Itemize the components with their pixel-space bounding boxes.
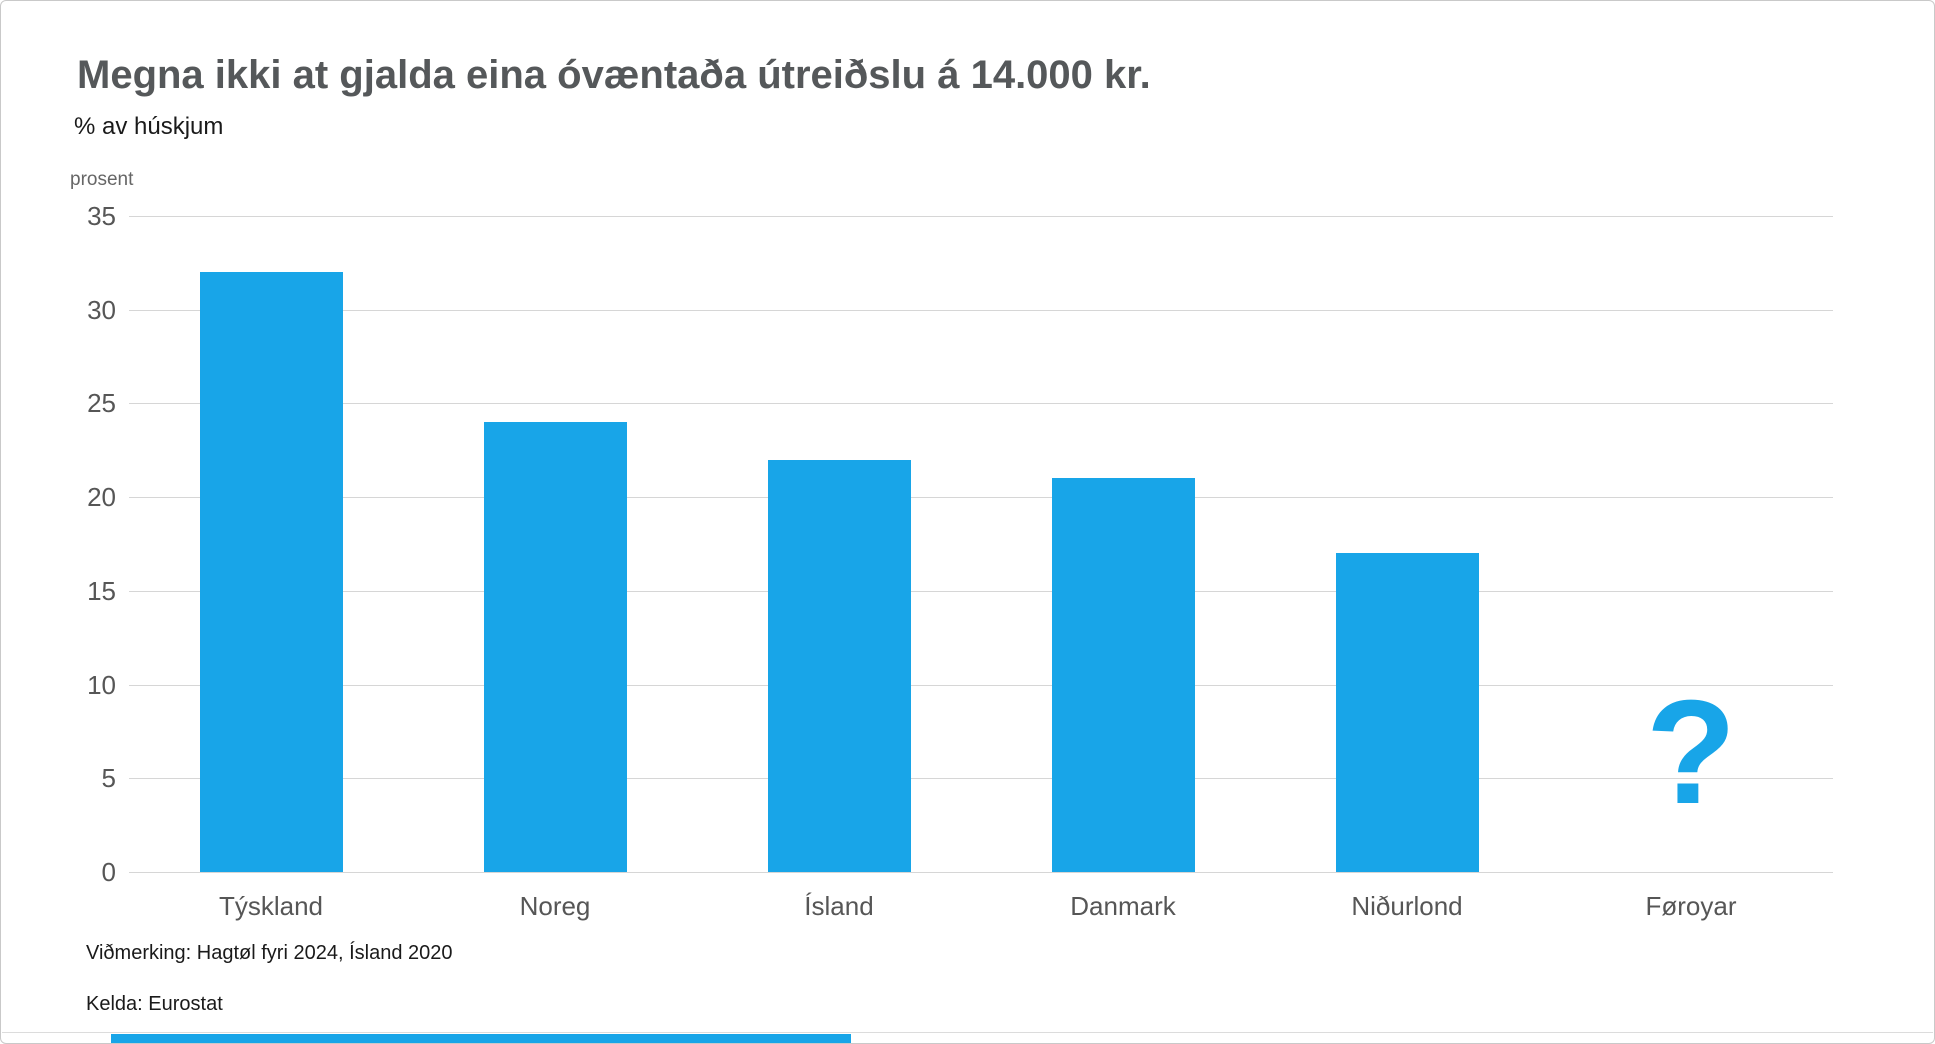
y-tick-label: 20 bbox=[87, 482, 116, 513]
y-tick-label: 15 bbox=[87, 575, 116, 606]
y-gridline bbox=[129, 778, 1833, 780]
bar-2 bbox=[483, 422, 627, 872]
y-gridline bbox=[129, 403, 1833, 405]
x-axis-label: Danmark bbox=[1070, 891, 1176, 921]
y-gridline bbox=[129, 497, 1833, 499]
missing-data-question-mark: ? bbox=[1645, 669, 1737, 835]
y-axis-title: prosent bbox=[70, 169, 134, 190]
note-remark: Viðmerking: Hagtøl fyri 2024, Ísland 202… bbox=[86, 942, 453, 964]
y-tick-label: 5 bbox=[101, 763, 116, 794]
x-axis-label: Ísland bbox=[804, 891, 874, 921]
y-tick-label: 35 bbox=[87, 201, 116, 231]
bar-3 bbox=[767, 459, 911, 872]
y-gridline bbox=[129, 216, 1833, 217]
y-tick-label: 0 bbox=[101, 857, 116, 887]
y-gridline bbox=[129, 590, 1833, 592]
bar-4 bbox=[1051, 478, 1195, 872]
y-gridline bbox=[129, 309, 1833, 311]
x-axis-label: Niðurlond bbox=[1351, 891, 1463, 921]
y-gridline bbox=[129, 872, 1833, 873]
x-axis-label: Noreg bbox=[519, 891, 591, 921]
brand-accent-bar bbox=[111, 1034, 851, 1043]
note-source: Kelda: Eurostat bbox=[86, 993, 223, 1015]
y-gridline bbox=[129, 684, 1833, 686]
bottom-rule bbox=[2, 1032, 1933, 1033]
y-tick-label: 10 bbox=[87, 669, 116, 700]
bar-1 bbox=[199, 272, 343, 872]
bar-5 bbox=[1335, 553, 1479, 872]
y-tick-label: 30 bbox=[87, 294, 116, 325]
x-axis-label: Føroyar bbox=[1645, 891, 1737, 921]
y-tick-label: 25 bbox=[87, 388, 116, 419]
page-subtitle: % av húskjum bbox=[74, 113, 224, 140]
x-axis-label: Týskland bbox=[218, 891, 324, 921]
page-title: Megna ikki at gjalda eina óvæntaða útrei… bbox=[77, 53, 1151, 97]
